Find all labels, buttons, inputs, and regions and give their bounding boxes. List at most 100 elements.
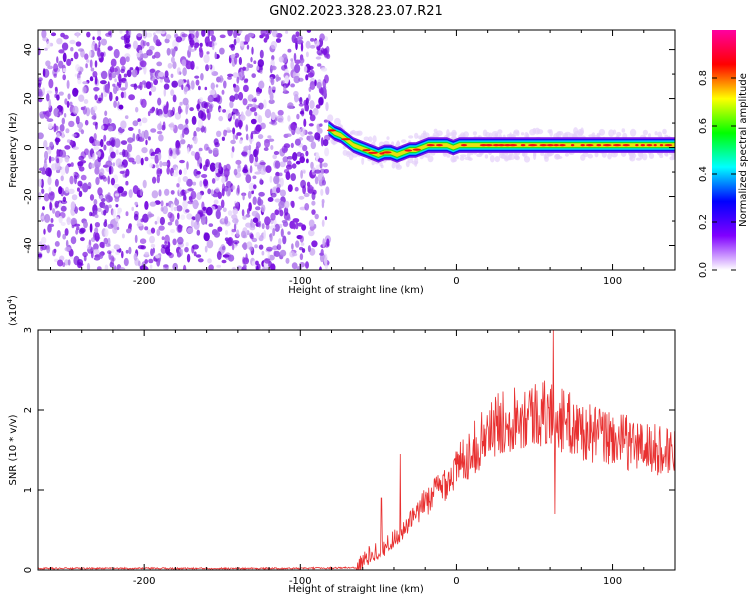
spectrogram-noise-speck (149, 162, 154, 169)
spectrogram-halo-speck (472, 131, 477, 136)
spectrogram-noise-speck (154, 154, 159, 164)
colorbar: 0.0 0.2 0.4 0.6 0.8 Normalized spectral ampl… (698, 30, 749, 278)
spectrogram-noise-speck (164, 70, 169, 78)
spectrogram-noise-speck (82, 86, 87, 94)
spectrogram-noise-speck (186, 213, 193, 220)
spectrogram-noise-speck (222, 109, 227, 113)
spectrogram-noise-speck (53, 123, 57, 133)
spectrogram-noise-speck (110, 58, 117, 67)
spectrogram-noise-speck (231, 146, 235, 153)
signal-core-mark (580, 144, 585, 147)
spectrogram-noise-speck (226, 127, 231, 132)
spectrogram-noise-speck (290, 58, 294, 62)
spectrogram-noise-speck (187, 147, 190, 154)
spectrogram-noise-speck (245, 222, 252, 228)
spectrogram-noise-speck (298, 195, 305, 200)
spectrogram-noise-speck (100, 139, 104, 148)
spectrogram-noise-speck (46, 118, 54, 122)
spectrogram-noise-speck (193, 220, 200, 230)
spectrogram-noise-speck (178, 169, 182, 175)
spectrogram-noise-speck (41, 30, 47, 39)
spectrogram-noise-speck (65, 239, 69, 248)
spectrogram-noise-speck (197, 119, 203, 129)
spectrogram-noise-speck (72, 146, 80, 150)
spectrogram-noise-speck (279, 209, 284, 217)
x-tick-label: 0 (453, 276, 459, 287)
spectrogram-noise-speck (66, 139, 71, 143)
spectrogram-noise-speck (47, 65, 53, 70)
spectrogram-noise-speck (322, 78, 327, 88)
spectrogram-noise-speck (46, 244, 51, 254)
spectrogram-noise-speck (166, 79, 171, 83)
spectrogram-noise-speck (84, 53, 89, 60)
spectrogram-noise-speck (243, 84, 249, 93)
spectrogram-noise-speck (301, 248, 306, 253)
spectrogram-noise-speck (107, 118, 112, 124)
spectrogram-noise-speck (270, 111, 276, 121)
spectrogram-noise-speck (275, 38, 282, 43)
spectrogram-noise-speck (181, 59, 187, 67)
spectrogram-halo-speck (544, 152, 550, 159)
spectrogram-noise-speck (94, 43, 98, 52)
spectrogram-noise-speck (275, 74, 280, 82)
spectrogram-noise-speck (250, 107, 257, 112)
spectrogram-noise-speck (133, 83, 138, 90)
spectrogram-noise-speck (107, 46, 113, 51)
spectrogram-noise-speck (317, 157, 324, 163)
spectrogram-halo-speck (514, 154, 520, 160)
spectrogram-noise-speck (105, 32, 112, 37)
signal-core-mark (368, 151, 379, 154)
spectrogram-noise-speck (319, 252, 324, 256)
spectrogram-noise-speck (235, 229, 240, 237)
y-tick-label: 2 (23, 407, 34, 413)
spectrogram-noise-speck (274, 223, 280, 232)
spectrogram-noise-speck (233, 84, 240, 93)
spectrogram-noise-speck (185, 105, 189, 115)
spectrogram-halo-speck (464, 156, 471, 161)
spectrogram-noise-speck (142, 30, 148, 39)
spectrogram-noise-speck (278, 56, 284, 63)
spectrogram-noise-speck (326, 238, 330, 247)
spectrogram-noise-speck (138, 128, 141, 134)
spectrogram-noise-speck (311, 171, 316, 178)
spectrogram-noise-speck (110, 151, 116, 159)
spectrogram-noise-speck (78, 206, 85, 212)
spectrogram-noise-speck (280, 228, 284, 238)
spectrogram-halo-speck (654, 131, 658, 136)
spectrogram-noise-speck (171, 80, 178, 88)
spectrogram-noise-speck (292, 152, 298, 161)
spectrogram-noise-speck (294, 138, 301, 146)
spectrogram-noise-speck (89, 76, 94, 82)
spectrogram-halo-speck (629, 128, 637, 137)
spectrogram-halo-speck (529, 129, 536, 136)
spectrogram-noise-speck (163, 264, 169, 268)
spectrogram-noise-speck (271, 30, 278, 38)
spectrogram-noise-speck (182, 128, 185, 138)
signal-core-mark (553, 144, 560, 147)
x-tick-label: -100 (289, 276, 312, 287)
spectrogram-halo-speck (582, 152, 589, 158)
spectrogram-noise-speck (203, 143, 209, 151)
spectrogram-noise-speck (231, 243, 235, 251)
spectrogram-noise-speck (249, 153, 254, 164)
y-tick-label: 40 (23, 43, 34, 56)
spectrogram-noise-speck (100, 125, 105, 130)
spectrogram-noise-speck (307, 72, 314, 78)
spectrogram-noise-speck (123, 257, 129, 267)
x-tick-label: 100 (603, 276, 622, 287)
spectrogram-noise-speck (100, 80, 107, 85)
spectrogram-noise-speck (186, 79, 190, 89)
spectrogram-noise-speck (94, 164, 100, 174)
spectrogram-noise-speck (223, 129, 227, 137)
spectrogram-noise-speck (141, 266, 149, 270)
spectrogram-noise-speck (133, 252, 138, 261)
spectrogram-noise-speck (314, 213, 319, 220)
spectrogram-noise-speck (75, 115, 80, 125)
spectrogram-noise-speck (102, 204, 106, 209)
spectrogram-noise-speck (156, 228, 161, 237)
spectrogram-noise-speck (96, 47, 101, 57)
spectrogram-noise-speck (287, 231, 291, 235)
spectrogram-noise-speck (200, 216, 206, 225)
spectrogram-noise-speck (157, 123, 162, 131)
spectrogram-noise-speck (306, 30, 312, 33)
